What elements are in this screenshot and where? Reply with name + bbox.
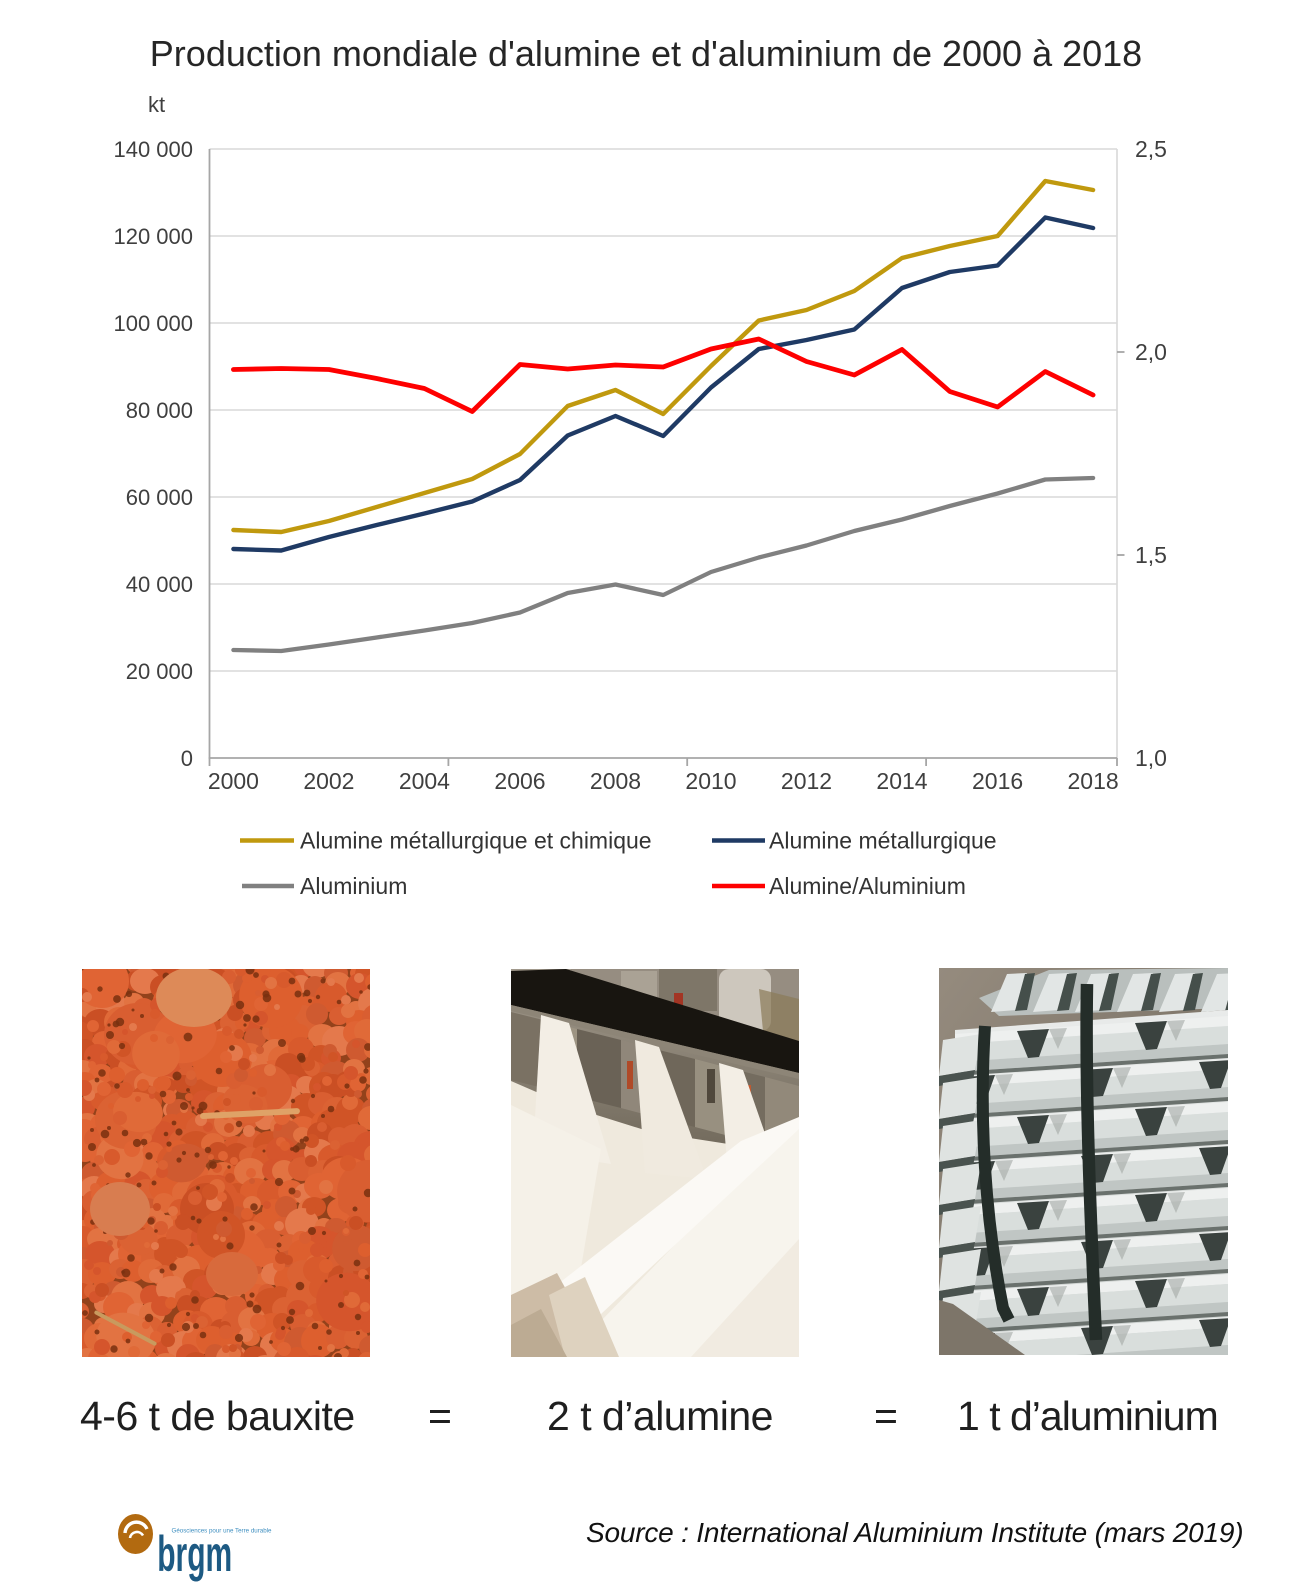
svg-text:140 000: 140 000 bbox=[113, 137, 193, 162]
svg-text:2,0: 2,0 bbox=[1135, 339, 1167, 365]
svg-text:80 000: 80 000 bbox=[126, 398, 193, 423]
svg-text:120 000: 120 000 bbox=[113, 224, 193, 249]
svg-text:Alumine/Aluminium: Alumine/Aluminium bbox=[769, 873, 966, 899]
svg-text:20 000: 20 000 bbox=[126, 659, 193, 684]
svg-text:100 000: 100 000 bbox=[113, 311, 193, 336]
svg-text:kt: kt bbox=[148, 92, 165, 117]
svg-text:2 t d’alumine: 2 t d’alumine bbox=[547, 1393, 773, 1439]
svg-text:2012: 2012 bbox=[781, 768, 832, 794]
svg-text:2002: 2002 bbox=[303, 768, 354, 794]
svg-text:1,5: 1,5 bbox=[1135, 542, 1167, 568]
svg-text:=: = bbox=[874, 1393, 897, 1439]
svg-text:2,5: 2,5 bbox=[1135, 136, 1167, 162]
svg-text:Source : International Alumini: Source : International Aluminium Institu… bbox=[586, 1517, 1243, 1548]
svg-text:Aluminium: Aluminium bbox=[300, 873, 407, 899]
svg-text:2008: 2008 bbox=[590, 768, 641, 794]
svg-text:=: = bbox=[428, 1393, 451, 1439]
svg-text:1,0: 1,0 bbox=[1135, 745, 1167, 771]
svg-text:2018: 2018 bbox=[1068, 768, 1119, 794]
svg-text:2004: 2004 bbox=[399, 768, 450, 794]
svg-text:Géosciences pour une Terre dur: Géosciences pour une Terre durable bbox=[172, 1528, 273, 1535]
svg-text:2016: 2016 bbox=[972, 768, 1023, 794]
svg-text:2010: 2010 bbox=[685, 768, 736, 794]
svg-text:2006: 2006 bbox=[494, 768, 545, 794]
svg-text:60 000: 60 000 bbox=[126, 485, 193, 510]
svg-text:Alumine métallurgique et chimi: Alumine métallurgique et chimique bbox=[300, 828, 652, 854]
svg-text:2014: 2014 bbox=[876, 768, 927, 794]
svg-text:0: 0 bbox=[181, 746, 193, 771]
svg-text:brgm: brgm bbox=[157, 1526, 232, 1582]
svg-text:Alumine métallurgique: Alumine métallurgique bbox=[769, 828, 997, 854]
svg-text:1 t d’aluminium: 1 t d’aluminium bbox=[957, 1393, 1218, 1439]
svg-text:Production mondiale d'alumine: Production mondiale d'alumine et d'alumi… bbox=[150, 33, 1142, 74]
svg-text:40 000: 40 000 bbox=[126, 572, 193, 597]
svg-text:4-6 t de bauxite: 4-6 t de bauxite bbox=[80, 1393, 355, 1439]
svg-text:2000: 2000 bbox=[208, 768, 259, 794]
